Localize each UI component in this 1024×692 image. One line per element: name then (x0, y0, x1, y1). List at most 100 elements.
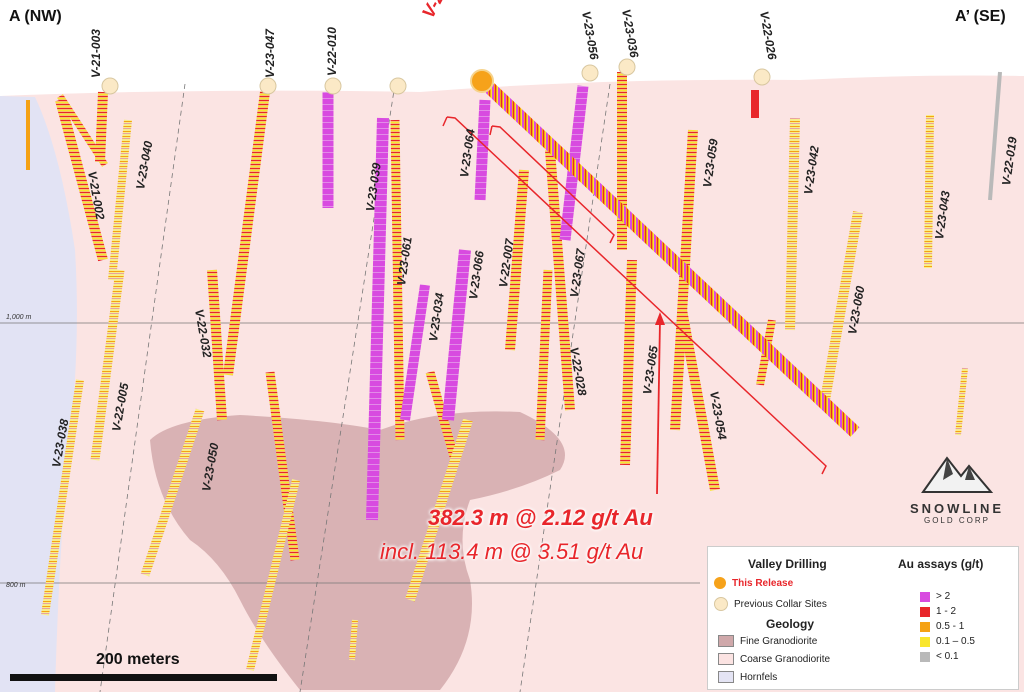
intercept-subcallout: incl. 113.4 m @ 3.51 g/t Au (380, 539, 644, 564)
trace-lower-mid (405, 418, 473, 602)
collar-v23-039 (389, 77, 407, 95)
au-label-gt2: > 2 (936, 591, 951, 602)
trace-left-deep2 (246, 479, 300, 671)
geology-title: Geology (766, 617, 815, 631)
label-v22-007: V-22-007 (496, 237, 517, 289)
legend-coarse-granodiorite: Coarse Granodiorite (718, 653, 830, 665)
trace-v21-003 (95, 91, 108, 163)
collars (101, 58, 771, 95)
fine-granodiorite-zone (150, 411, 565, 690)
au-bin-01-05: 0.1 – 0.5 (920, 636, 975, 647)
trace-v23-047 (223, 91, 270, 376)
legend-hornfels: Hornfels (718, 671, 777, 683)
au-label-05-1: 0.5 - 1 (936, 621, 965, 632)
label-v23-067: V-23-067 (567, 247, 588, 299)
scale-bar (10, 674, 277, 681)
au-swatch-05-1 (920, 621, 930, 632)
release-collar-icon (714, 577, 726, 589)
label-v23-039: V-23-039 (363, 162, 384, 213)
trace-v23-043 (924, 114, 934, 269)
label-v23-065: V-23-065 (640, 345, 661, 396)
au-bin-lt01: < 0.1 (920, 651, 959, 662)
trace-short-e (349, 619, 358, 661)
trace-short-d (955, 367, 968, 436)
trace-v23-061 (390, 119, 405, 441)
mountain-icon (921, 456, 994, 493)
au-label-lt01: < 0.1 (936, 651, 959, 662)
trace-v23-038 (41, 379, 84, 616)
au-swatch-1-2 (920, 606, 930, 617)
au-bin-gt2: > 2 (920, 591, 950, 602)
collar-v22-010 (324, 77, 342, 95)
legend-this-release: This Release (714, 577, 793, 589)
trace-v23-039 (366, 117, 389, 521)
au-bin-1-2: 1 - 2 (920, 606, 956, 617)
trace-v23-034 (400, 284, 430, 421)
au-label-01-05: 0.1 – 0.5 (936, 636, 975, 647)
logo-subtitle: GOLD CORP (923, 516, 990, 525)
label-v21-003: V-21-003 (89, 29, 103, 78)
au-legend-title: Au assays (g/t) (898, 557, 984, 571)
label-v23-066: V-23-066 (466, 250, 487, 301)
collar-v21-003 (101, 77, 119, 95)
previous-collar-icon (714, 597, 728, 611)
label-v23-042: V-23-042 (801, 145, 822, 196)
trace-v23-059 (670, 129, 698, 431)
label-v23-061: V-23-061 (394, 236, 415, 287)
trace-short-a (57, 94, 108, 167)
trace-v23-054 (677, 309, 720, 491)
collar-v23-036 (618, 58, 636, 76)
intercept-brackets (442, 116, 827, 475)
hornfels-label: Hornfels (740, 671, 778, 683)
au-swatch-lt01 (920, 651, 930, 662)
fine-granodiorite-swatch (718, 635, 734, 647)
collar-v23-056 (581, 64, 599, 82)
legend-title: Valley Drilling (748, 557, 827, 571)
trace-v22-007 (505, 169, 529, 351)
company-logo: SNOWLINE GOLD CORP (902, 450, 1012, 530)
label-v23-059: V-23-059 (700, 138, 721, 189)
trace-v23-067 (545, 149, 575, 411)
legend-previous-label: Previous Collar Sites (734, 598, 827, 610)
section-end-label: A’ (SE) (955, 8, 1006, 25)
section-start-label: A (NW) (9, 8, 62, 25)
trace-left-deep (265, 371, 300, 561)
drill-traces (26, 71, 1002, 671)
au-bin-05-1: 0.5 - 1 (920, 621, 964, 632)
legend-fine-granodiorite: Fine Granodiorite (718, 635, 817, 647)
label-v23-064: V-23-064 (457, 128, 478, 179)
label-v23-047: V-23-047 (263, 28, 277, 78)
collar-v23-047 (259, 77, 277, 95)
coarse-granodiorite-swatch (718, 653, 734, 665)
au-swatch-01-05 (920, 636, 930, 647)
au-swatch-gt2 (920, 591, 930, 602)
label-v22-010: V-22-010 (325, 27, 339, 76)
trace-v22-032 (207, 269, 227, 421)
trace-v22-019 (988, 71, 1002, 201)
trace-v23-040 (108, 119, 132, 281)
logo-name: SNOWLINE (909, 501, 1005, 516)
trace-v22-005 (90, 269, 125, 461)
legend-previous-collars: Previous Collar Sites (714, 597, 827, 611)
label-v23-034: V-23-034 (426, 292, 447, 343)
au-label-1-2: 1 - 2 (936, 606, 957, 617)
intercept-callout: 382.3 m @ 2.12 g/t Au (428, 505, 653, 530)
fine-granodiorite-label: Fine Granodiorite (740, 635, 818, 647)
trace-v23-066 (442, 249, 471, 421)
collar-v23-070 (470, 69, 494, 93)
trace-v22-028 (535, 269, 553, 441)
collar-v22-026 (753, 68, 771, 86)
trace-v23-070 (485, 83, 860, 437)
trace-v21-002 (55, 98, 108, 262)
legend-this-release-label: This Release (732, 577, 794, 589)
legend-panel: Valley Drilling This Release Previous Co… (707, 546, 1019, 690)
trace-v23-042 (785, 117, 800, 331)
coarse-granodiorite-label: Coarse Granodiorite (740, 653, 831, 665)
trace-v23-060 (820, 211, 863, 401)
label-v23-043: V-23-043 (932, 190, 953, 241)
trace-v23-064 (474, 99, 491, 201)
trace-v23-050 (140, 408, 205, 577)
callout-arrow (656, 319, 661, 495)
label-v22-019: V-22-019 (999, 136, 1020, 187)
